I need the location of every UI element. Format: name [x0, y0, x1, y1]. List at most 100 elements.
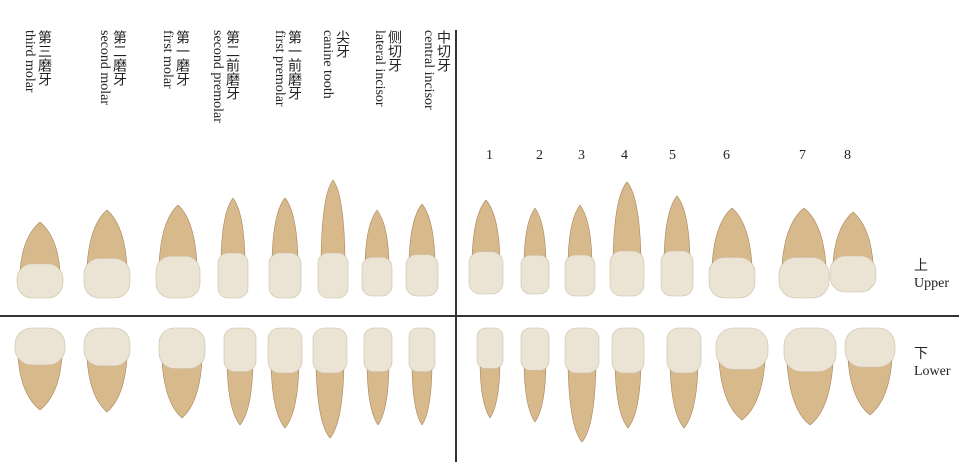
number-6: 6: [723, 148, 730, 163]
tooth-root: [364, 209, 390, 266]
tooth-crown: [363, 327, 393, 372]
tooth-root: [614, 363, 642, 429]
tooth-root: [786, 362, 834, 426]
label-central-incisor: 中切牙 central incisor: [421, 30, 450, 110]
lower-tooth-11: [564, 327, 600, 443]
upper-tooth-16: [829, 211, 877, 293]
lower-tooth-5: [267, 327, 303, 429]
label-en: second molar: [97, 30, 112, 106]
tooth-root: [523, 361, 547, 423]
upper-tooth-12: [609, 181, 645, 297]
tooth-crown: [609, 250, 645, 297]
lower-tooth-9: [476, 327, 504, 419]
upper-tooth-5: [268, 197, 302, 299]
upper-en: Upper: [914, 276, 949, 291]
tooth-root: [158, 204, 198, 265]
lower-tooth-12: [611, 327, 645, 429]
number-7: 7: [799, 148, 806, 163]
tooth-crown: [666, 327, 702, 374]
tooth-crown: [405, 254, 439, 297]
upper-tooth-1: [16, 221, 64, 299]
upper-tooth-4: [217, 197, 249, 299]
lower-tooth-6: [312, 327, 348, 439]
label-third-molar: 第三磨牙 third molar: [22, 30, 51, 93]
label-zh: 第三磨牙: [36, 30, 51, 86]
tooth-root: [669, 363, 699, 429]
lower-tooth-3: [158, 327, 206, 419]
tooth-root: [408, 203, 436, 264]
label-en: second premolar: [210, 30, 225, 123]
tooth-root: [220, 197, 246, 263]
label-first-premolar: 第一前磨牙 first premolar: [272, 30, 301, 107]
label-zh: 第二前磨牙: [224, 30, 239, 100]
label-zh: 第一磨牙: [174, 30, 189, 86]
tooth-crown: [83, 258, 131, 299]
tooth-root: [366, 362, 390, 426]
lower-tooth-2: [83, 327, 131, 413]
label-en: canine tooth: [320, 30, 335, 99]
jaw-divider: [0, 315, 959, 317]
tooth-root: [471, 199, 501, 261]
tooth-crown: [829, 255, 877, 293]
tooth-root: [567, 204, 593, 264]
label-zh: 侧切牙: [386, 30, 401, 72]
upper-tooth-13: [660, 195, 694, 297]
tooth-root: [315, 363, 345, 439]
tooth-crown: [16, 263, 64, 299]
tooth-root: [19, 221, 61, 271]
tooth-root: [781, 207, 827, 266]
upper-tooth-2: [83, 209, 131, 299]
label-en: lateral incisor: [372, 30, 387, 107]
upper-tooth-3: [155, 204, 201, 299]
upper-tooth-6: [317, 179, 349, 299]
upper-tooth-9: [468, 199, 504, 295]
tooth-root: [479, 360, 501, 419]
tooth-crown: [267, 327, 303, 374]
tooth-root: [17, 357, 63, 411]
number-4: 4: [621, 148, 628, 163]
label-en: first premolar: [272, 30, 287, 107]
lower-en: Lower: [914, 364, 951, 379]
tooth-crown: [660, 250, 694, 297]
number-5: 5: [669, 148, 676, 163]
label-lateral-incisor: 侧切牙 lateral incisor: [372, 30, 401, 107]
tooth-root: [411, 362, 433, 426]
tooth-crown: [715, 327, 769, 370]
lower-label: 下 Lower: [914, 346, 951, 380]
upper-tooth-11: [564, 204, 596, 297]
upper-tooth-7: [361, 209, 393, 297]
tooth-crown: [844, 327, 896, 368]
label-zh: 第一前磨牙: [286, 30, 301, 100]
upper-tooth-10: [520, 207, 550, 295]
tooth-crown: [155, 255, 201, 299]
tooth-crown: [564, 327, 600, 374]
label-en: first molar: [160, 30, 175, 89]
tooth-crown: [783, 327, 837, 372]
lower-tooth-4: [223, 327, 257, 426]
upper-tooth-14: [708, 207, 756, 299]
tooth-crown: [564, 254, 596, 297]
tooth-crown: [158, 327, 206, 369]
tooth-root: [718, 360, 766, 421]
lower-tooth-14: [715, 327, 769, 421]
lower-tooth-8: [408, 327, 436, 426]
number-8: 8: [844, 148, 851, 163]
lower-tooth-15: [783, 327, 837, 426]
lower-tooth-13: [666, 327, 702, 429]
upper-tooth-15: [778, 207, 830, 299]
label-zh: 第二磨牙: [111, 30, 126, 86]
tooth-crown: [217, 252, 249, 299]
label-zh: 尖牙: [334, 30, 349, 58]
midline-divider: [455, 30, 457, 462]
tooth-root: [86, 209, 128, 267]
tooth-crown: [476, 327, 504, 369]
label-second-premolar: 第二前磨牙 second premolar: [210, 30, 239, 123]
tooth-root: [663, 195, 691, 261]
tooth-crown: [223, 327, 257, 372]
tooth-root: [270, 363, 300, 429]
label-canine: 尖牙 canine tooth: [320, 30, 349, 99]
tooth-root: [320, 179, 346, 263]
tooth-crown: [611, 327, 645, 374]
